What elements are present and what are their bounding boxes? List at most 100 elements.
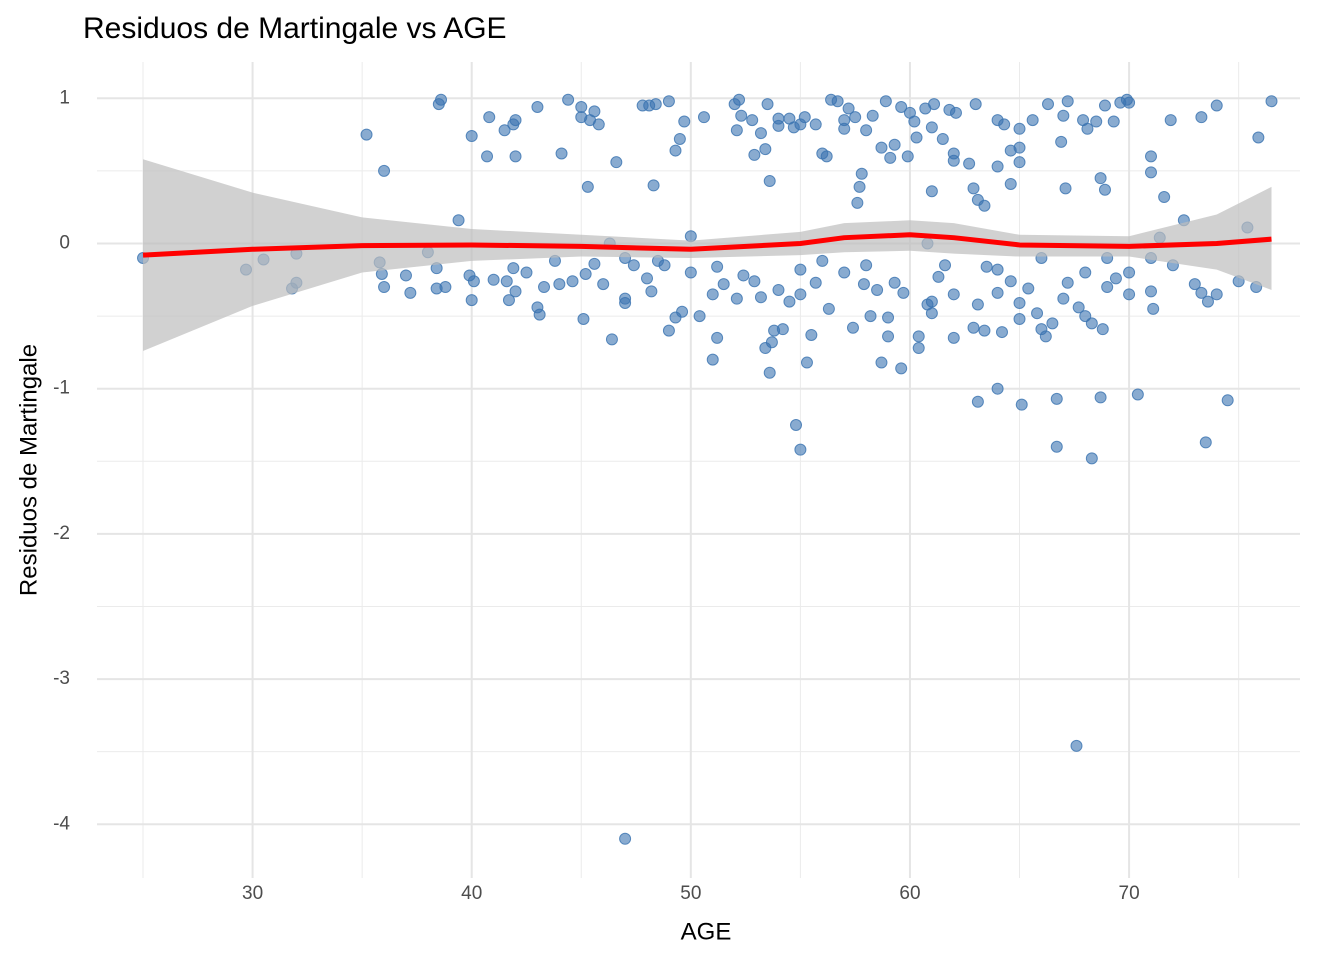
point <box>864 310 877 323</box>
point <box>949 106 962 119</box>
point <box>925 307 938 320</box>
point <box>533 308 546 321</box>
point <box>855 167 868 180</box>
point <box>853 180 866 193</box>
point <box>991 382 1004 395</box>
point <box>1085 317 1098 330</box>
point <box>669 144 682 157</box>
point <box>697 111 710 124</box>
point <box>1079 266 1092 279</box>
point <box>658 259 671 272</box>
point <box>763 175 776 188</box>
point <box>693 310 706 323</box>
point <box>860 259 873 272</box>
point <box>1101 281 1114 294</box>
point <box>794 443 807 456</box>
point <box>1147 302 1160 315</box>
point <box>1094 391 1107 404</box>
point <box>998 118 1011 131</box>
point <box>1039 330 1052 343</box>
point <box>754 127 767 140</box>
point <box>969 98 982 111</box>
point <box>711 331 724 344</box>
point <box>1057 292 1070 305</box>
point <box>783 295 796 308</box>
point <box>925 121 938 134</box>
point <box>730 292 743 305</box>
point <box>1013 141 1026 154</box>
point <box>772 119 785 132</box>
point <box>566 275 579 288</box>
point <box>1144 166 1157 179</box>
point <box>1107 115 1120 128</box>
point <box>895 362 908 375</box>
point <box>800 356 813 369</box>
point <box>520 266 533 279</box>
point <box>1123 288 1136 301</box>
point <box>575 101 588 114</box>
point <box>849 111 862 124</box>
point <box>838 122 851 135</box>
x-tick-label: 50 <box>680 883 701 904</box>
point <box>884 151 897 164</box>
point <box>748 275 761 288</box>
point <box>1004 177 1017 190</box>
point <box>1013 122 1026 135</box>
point <box>467 275 480 288</box>
point <box>947 331 960 344</box>
point <box>882 311 895 324</box>
point <box>439 281 452 294</box>
point <box>649 98 662 111</box>
point <box>711 260 724 273</box>
point <box>790 418 803 431</box>
point <box>908 115 921 128</box>
point <box>481 150 494 163</box>
point <box>581 180 594 193</box>
point <box>1210 99 1223 112</box>
point <box>538 281 551 294</box>
point <box>465 130 478 143</box>
point <box>879 95 892 108</box>
point <box>1098 183 1111 196</box>
point <box>1061 276 1074 289</box>
point <box>978 199 991 212</box>
point <box>1144 150 1157 163</box>
point <box>897 286 910 299</box>
point <box>684 266 697 279</box>
point <box>1144 285 1157 298</box>
point <box>509 150 522 163</box>
point <box>1072 301 1085 314</box>
point <box>776 323 789 336</box>
point <box>1201 295 1214 308</box>
point <box>507 262 520 275</box>
point <box>662 95 675 108</box>
point <box>912 330 925 343</box>
point <box>851 196 864 209</box>
point <box>605 333 618 346</box>
point <box>360 128 373 141</box>
point <box>1221 394 1234 407</box>
point <box>1081 122 1094 135</box>
point <box>610 156 623 169</box>
point <box>967 321 980 334</box>
point <box>1090 115 1103 128</box>
point <box>1050 440 1063 453</box>
point <box>971 298 984 311</box>
point <box>809 276 822 289</box>
point <box>947 147 960 160</box>
point <box>857 278 870 291</box>
point <box>662 324 675 337</box>
point <box>507 118 520 131</box>
point <box>980 260 993 273</box>
point <box>733 93 746 106</box>
point <box>798 111 811 124</box>
point <box>991 263 1004 276</box>
point <box>684 230 697 243</box>
y-tick-label: 0 <box>59 233 70 254</box>
point <box>928 98 941 111</box>
point <box>842 102 855 115</box>
point <box>860 124 873 137</box>
point <box>1061 95 1074 108</box>
point <box>1252 131 1265 144</box>
